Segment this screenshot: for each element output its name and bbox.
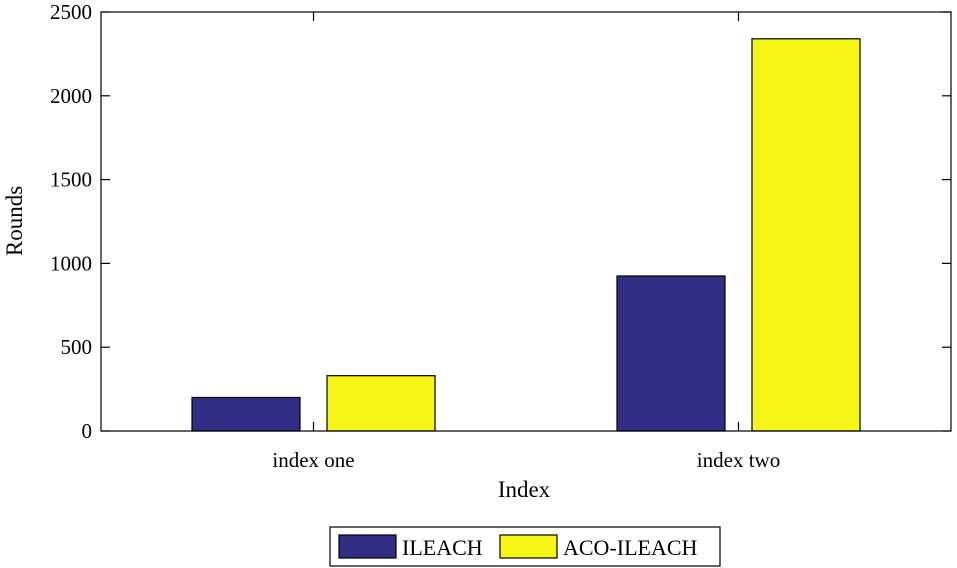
bar-aco-ileach-index-two (751, 38, 861, 432)
y-axis-label: Rounds (2, 186, 27, 256)
y-tick-label: 2500 (50, 0, 92, 24)
bar-ileach-index-two (616, 275, 726, 432)
y-tick-label: 0 (82, 419, 93, 443)
bar-aco-ileach-index-one (326, 375, 436, 432)
legend-label-aco-ileach: ACO-ILEACH (563, 535, 698, 560)
y-tick-label: 2000 (50, 84, 92, 108)
legend-swatch-aco-ileach (499, 534, 558, 559)
bar-ileach-index-one (191, 396, 301, 432)
plot-area (191, 38, 861, 432)
legend-swatch-ileach (338, 534, 397, 559)
y-tick-label: 1000 (50, 251, 92, 275)
x-tick-label: index one (272, 448, 354, 472)
axes-box (100, 11, 952, 432)
x-tick-label: index two (697, 448, 780, 472)
y-tick-label: 500 (61, 335, 93, 359)
y-tick-label: 1500 (50, 168, 92, 192)
legend: ILEACH ACO-ILEACH (329, 526, 721, 567)
axes: 0 500 1000 1500 2000 2500 index one index two (50, 0, 952, 472)
legend-label-ileach: ILEACH (402, 535, 483, 560)
x-axis-label: Index (498, 477, 551, 502)
